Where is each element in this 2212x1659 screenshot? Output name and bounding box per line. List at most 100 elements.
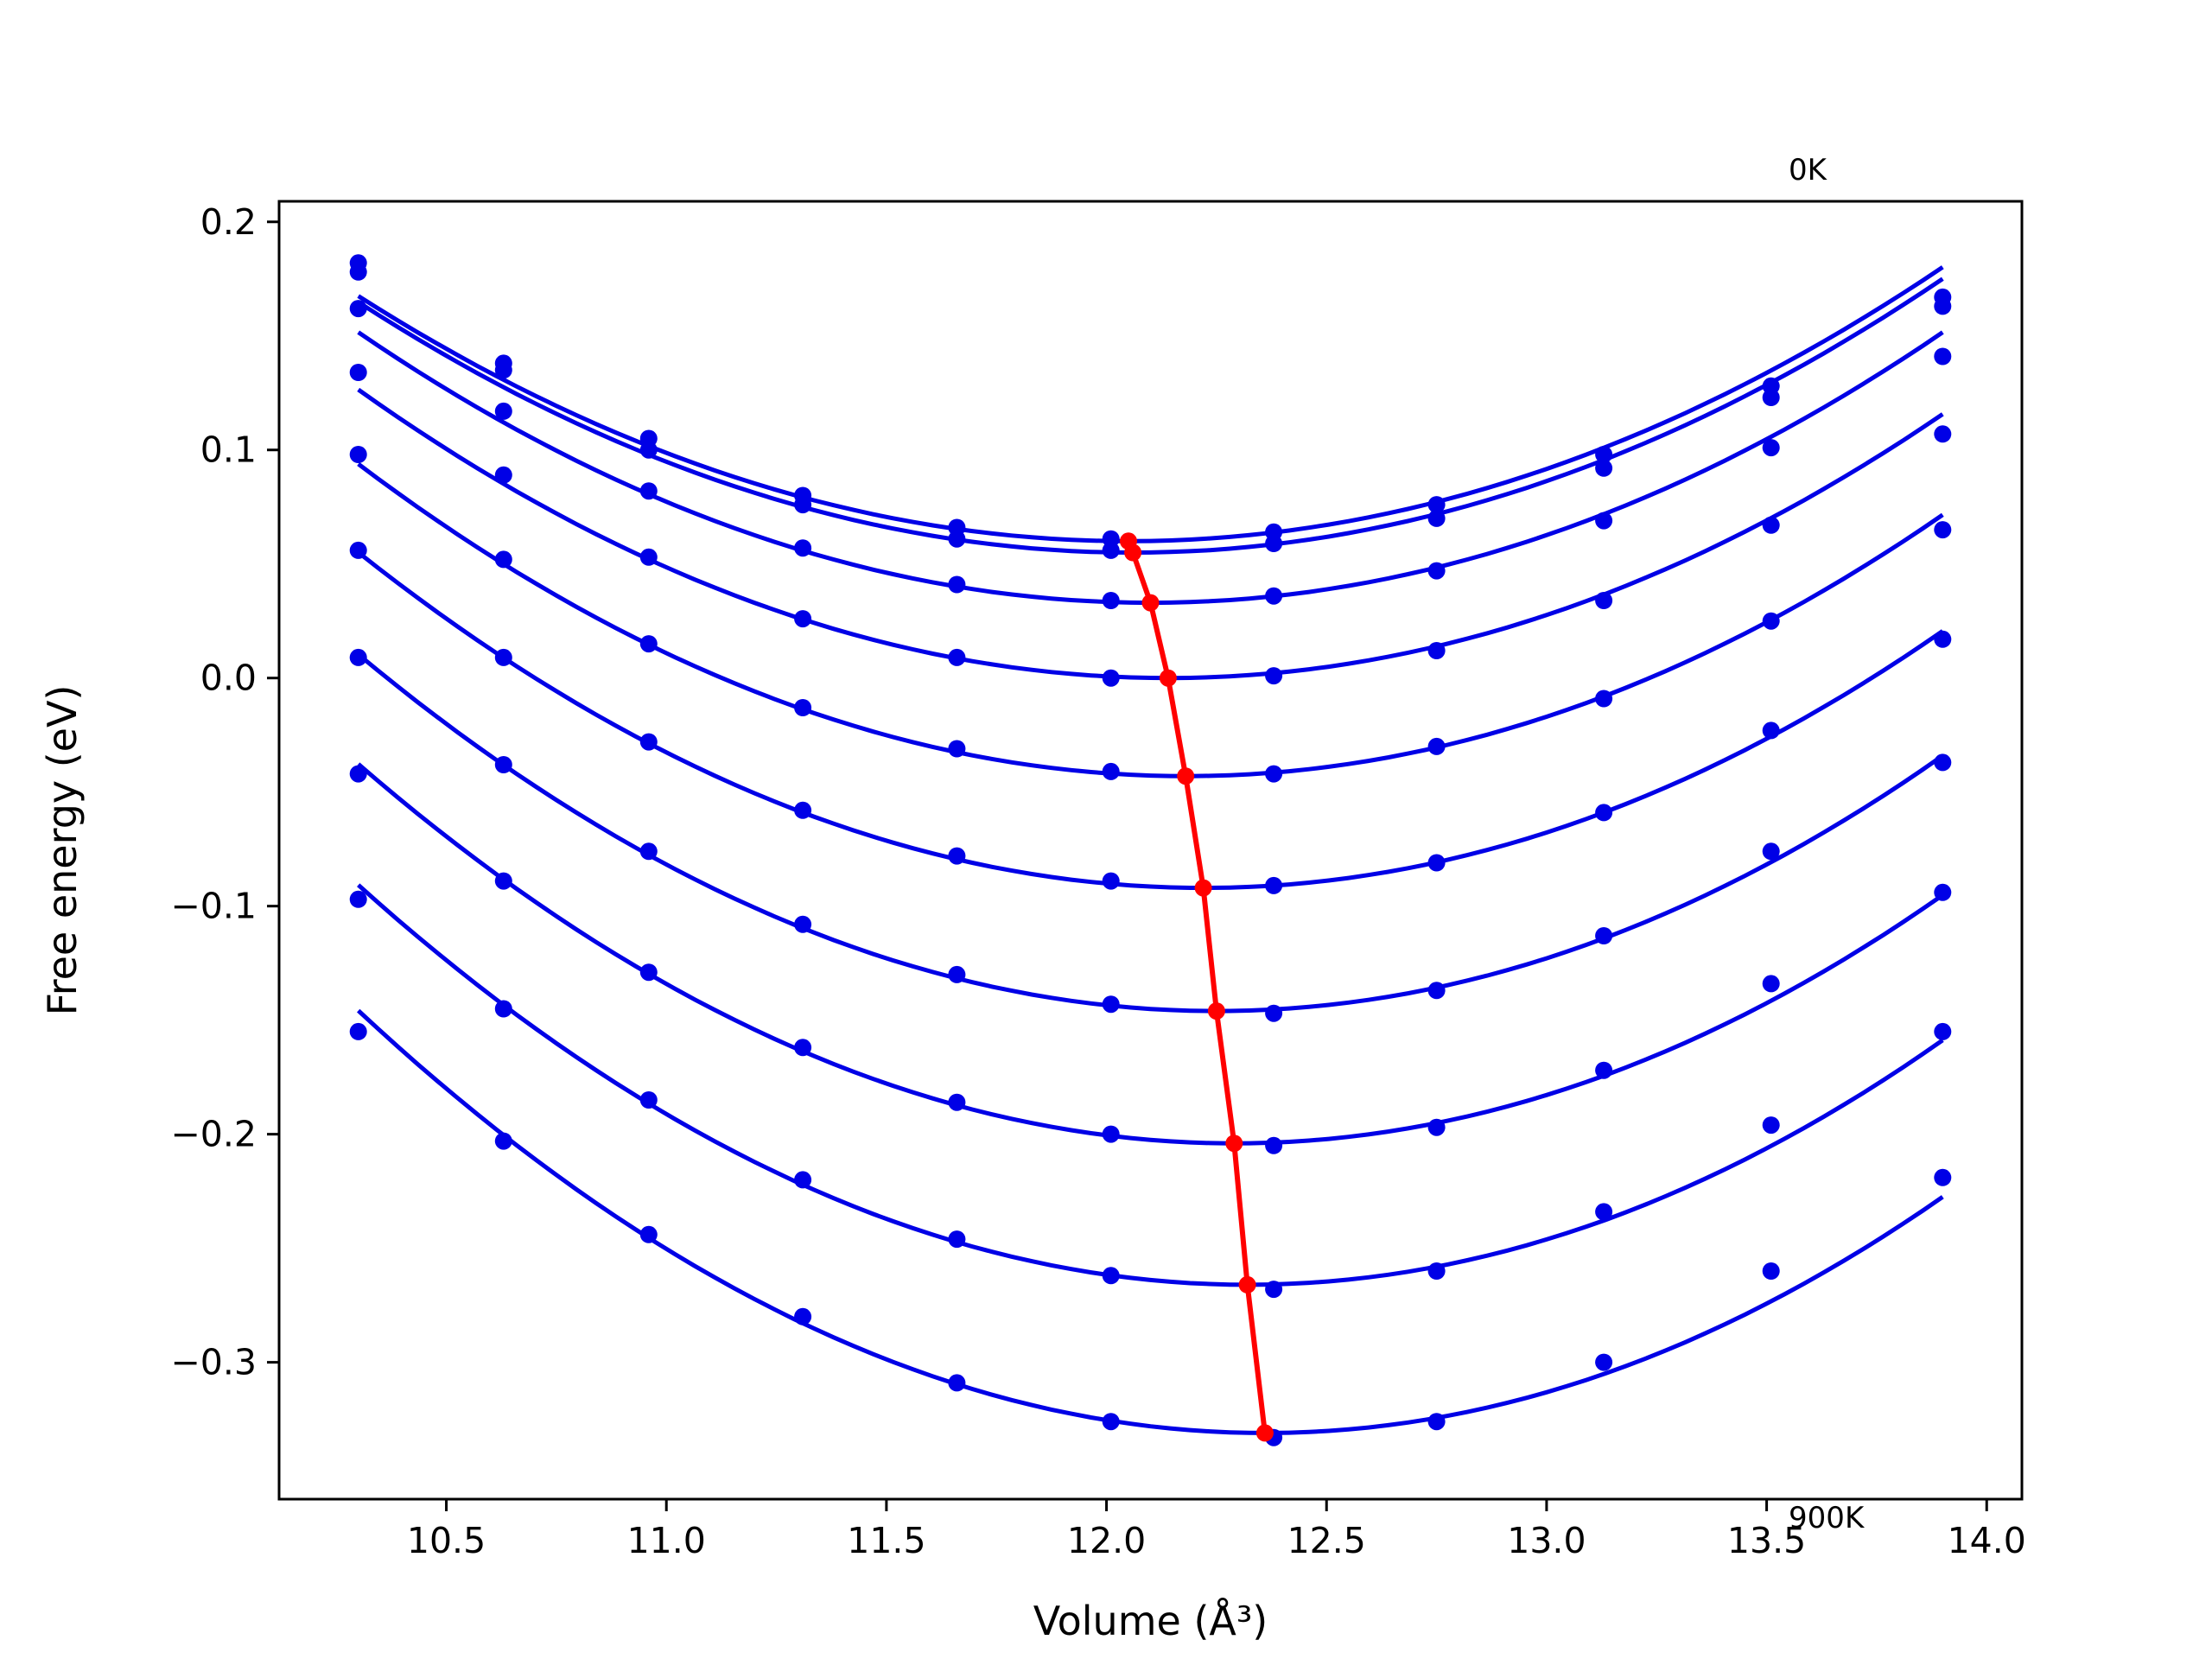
data-point xyxy=(948,1230,966,1249)
x-tick-label: 12.0 xyxy=(1067,1520,1146,1561)
data-point xyxy=(1934,425,1952,443)
y-axis-ticks: 0.2 0.1 0.0 −0.1 −0.2 −0.3 xyxy=(170,201,279,1383)
data-point xyxy=(1762,842,1780,861)
data-point xyxy=(349,263,367,281)
data-point xyxy=(1427,562,1446,580)
x-tick-label: 10.5 xyxy=(407,1520,486,1561)
data-point xyxy=(1934,1168,1952,1186)
minimum-point xyxy=(1141,594,1160,612)
fit-curve-5 xyxy=(357,550,1944,890)
fit-curves xyxy=(357,265,1944,1435)
data-point xyxy=(349,364,367,381)
data-point xyxy=(1762,439,1780,457)
data-point xyxy=(1102,995,1120,1014)
data-point xyxy=(349,765,367,783)
fit-curve-7 xyxy=(357,762,1944,1146)
data-point xyxy=(1934,630,1952,648)
y-tick-label: 0.1 xyxy=(200,429,257,471)
data-point xyxy=(794,699,812,716)
data-point xyxy=(1762,389,1780,406)
fit-curve-4 xyxy=(357,461,1944,779)
data-point xyxy=(349,1022,367,1040)
data-point xyxy=(1762,1262,1780,1280)
data-point xyxy=(639,1225,658,1243)
data-point xyxy=(1934,753,1952,772)
data-point xyxy=(494,1000,512,1018)
data-point xyxy=(1595,592,1613,609)
y-tick-label: −0.2 xyxy=(170,1114,257,1155)
data-point xyxy=(794,1039,812,1057)
fit-curve-1 xyxy=(357,276,1944,556)
data-point xyxy=(1265,667,1283,685)
data-point xyxy=(1595,459,1613,477)
y-tick-label: 0.2 xyxy=(200,201,257,243)
data-point xyxy=(1427,1118,1446,1136)
data-point xyxy=(794,801,812,819)
data-point xyxy=(1265,1281,1283,1299)
data-point xyxy=(494,361,512,379)
minimum-point xyxy=(1207,1002,1225,1020)
minimum-point xyxy=(1177,767,1195,785)
data-point xyxy=(794,1171,812,1189)
data-point xyxy=(639,635,658,653)
data-point xyxy=(1762,516,1780,534)
x-tick-label: 13.0 xyxy=(1507,1520,1586,1561)
data-point xyxy=(1102,541,1120,559)
data-point xyxy=(494,466,512,484)
data-point xyxy=(948,530,966,548)
data-point xyxy=(1595,690,1613,708)
data-point xyxy=(1934,297,1952,315)
data-point xyxy=(1762,612,1780,630)
y-tick-label: −0.3 xyxy=(170,1342,257,1383)
data-point xyxy=(1595,927,1613,944)
data-point xyxy=(639,441,658,459)
data-point xyxy=(494,550,512,569)
x-axis-ticks: 10.5 11.0 11.5 12.0 12.5 13.0 13.5 14.0 xyxy=(407,1499,2026,1561)
data-point xyxy=(948,575,966,594)
data-point xyxy=(1102,592,1120,609)
data-point xyxy=(1595,446,1613,463)
data-point xyxy=(1102,669,1120,687)
data-point xyxy=(1762,975,1780,993)
data-point xyxy=(1595,1353,1613,1371)
annotation-label: 0K xyxy=(1789,153,1828,188)
data-point xyxy=(794,915,812,933)
data-point xyxy=(1427,737,1446,755)
data-point xyxy=(1762,1116,1780,1135)
data-point xyxy=(639,963,658,982)
data-point xyxy=(948,847,966,865)
minimum-point xyxy=(1124,543,1142,562)
data-point xyxy=(1102,762,1120,780)
data-point xyxy=(948,648,966,666)
data-point xyxy=(794,610,812,628)
data-point xyxy=(1265,587,1283,605)
data-point xyxy=(1265,765,1283,783)
data-point xyxy=(1934,521,1952,539)
fit-curve-3 xyxy=(357,387,1944,681)
fit-curve-6 xyxy=(357,652,1944,1014)
data-point xyxy=(948,1374,966,1392)
data-point xyxy=(794,1307,812,1325)
data-point xyxy=(794,496,812,514)
data-point xyxy=(494,648,512,666)
x-tick-label: 14.0 xyxy=(1948,1520,2026,1561)
data-point xyxy=(1595,804,1613,822)
data-point xyxy=(1427,496,1446,514)
x-tick-label: 11.5 xyxy=(847,1520,925,1561)
data-point xyxy=(639,548,658,566)
data-point xyxy=(1265,1004,1283,1022)
data-point xyxy=(1102,1267,1120,1285)
y-axis-label: Free energy (eV) xyxy=(39,685,86,1016)
data-point xyxy=(1265,876,1283,894)
data-point xyxy=(494,1132,512,1150)
data-point xyxy=(494,756,512,773)
data-point xyxy=(639,842,658,861)
data-point xyxy=(639,1091,658,1109)
data-point xyxy=(1934,1022,1952,1040)
data-point xyxy=(1427,1262,1446,1280)
x-tick-label: 13.5 xyxy=(1727,1520,1806,1561)
plot-frame xyxy=(277,200,2024,1501)
minimum-line-path xyxy=(1126,540,1268,1433)
data-point xyxy=(1265,535,1283,552)
